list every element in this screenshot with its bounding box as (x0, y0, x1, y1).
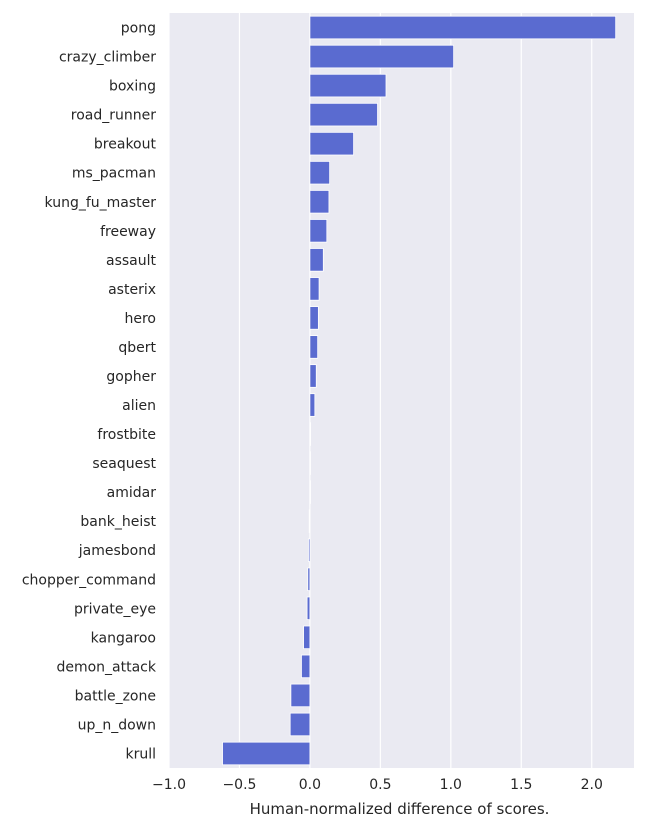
category-label: breakout (94, 137, 157, 153)
category-label: jamesbond (78, 543, 156, 559)
category-label: demon_attack (56, 659, 156, 675)
x-tick-label: 0.5 (369, 777, 391, 793)
category-label: battle_zone (75, 688, 156, 704)
bar-breakout (309, 131, 354, 156)
bar-bank_heist (308, 509, 311, 533)
bar-jamesbond (308, 538, 311, 562)
category-label: boxing (109, 79, 156, 95)
bar-demon_attack (301, 654, 311, 679)
bars (222, 15, 617, 766)
category-label: road_runner (71, 108, 156, 124)
bar-crazy_climber (309, 44, 455, 69)
bar-chopper_command (307, 567, 311, 591)
category-label: asterix (108, 282, 156, 298)
bar-qbert (309, 335, 319, 359)
bar-frostbite (309, 422, 312, 446)
bar-freeway (309, 219, 328, 243)
category-label: pong (121, 21, 156, 37)
x-tick-label: −0.5 (222, 777, 256, 793)
x-tick-label: 1.5 (510, 777, 532, 793)
category-label: ms_pacman (72, 166, 156, 182)
category-label: amidar (107, 485, 157, 501)
bar-ms_pacman (309, 160, 331, 185)
bar-krull (222, 741, 311, 766)
category-label: frostbite (97, 427, 156, 443)
bar-private_eye (306, 596, 311, 621)
category-label: hero (125, 311, 157, 327)
bar-assault (309, 248, 324, 272)
bar-up_n_down (289, 712, 311, 737)
bar-pong (309, 15, 617, 40)
plot-area (169, 13, 634, 768)
category-label: qbert (118, 340, 156, 356)
x-axis-title: Human-normalized difference of scores. (250, 800, 550, 818)
category-label: kung_fu_master (45, 195, 157, 211)
bar-asterix (309, 277, 320, 301)
bar-seaquest (309, 451, 311, 475)
category-label: kangaroo (91, 630, 156, 646)
bar-alien (309, 393, 316, 417)
category-label: krull (125, 746, 156, 762)
category-label: freeway (100, 224, 156, 240)
bar-boxing (309, 73, 387, 98)
x-tick-label: −1.0 (152, 777, 186, 793)
bar-amidar (309, 480, 311, 504)
category-label: alien (122, 398, 156, 414)
category-label: chopper_command (22, 572, 156, 588)
bar-battle_zone (290, 683, 311, 708)
category-label: up_n_down (78, 717, 156, 733)
x-tick-labels: −1.0 −0.5 0.0 0.5 1.0 1.5 2.0 (152, 777, 603, 793)
category-label: gopher (106, 369, 156, 385)
x-tick-label: 1.0 (440, 777, 462, 793)
category-label: seaquest (92, 456, 156, 472)
x-tick-label: 2.0 (581, 777, 603, 793)
x-tick-label: 0.0 (299, 777, 321, 793)
bar-kung_fu_master (309, 190, 330, 214)
bar-kangaroo (303, 625, 311, 650)
bar-road_runner (309, 102, 378, 127)
category-label: assault (106, 253, 157, 269)
category-label: bank_heist (80, 514, 156, 530)
bar-gopher (309, 364, 317, 388)
category-label: crazy_climber (59, 50, 156, 66)
bar-hero (309, 306, 319, 330)
category-label: private_eye (74, 601, 156, 617)
